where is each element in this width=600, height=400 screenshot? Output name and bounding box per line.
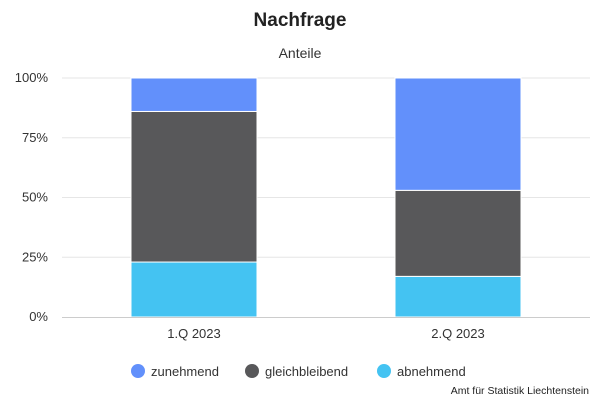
y-tick-label: 50% — [22, 190, 48, 205]
chart-credit[interactable]: Amt für Statistik Liechtenstein — [451, 385, 589, 397]
x-tick-label: 2.Q 2023 — [431, 326, 485, 341]
legend-marker — [245, 364, 259, 378]
legend-item-zunehmend[interactable]: zunehmend — [131, 364, 219, 379]
y-tick-label: 0% — [29, 309, 48, 324]
y-tick-label: 100% — [15, 70, 49, 85]
chart-subtitle: Anteile — [279, 45, 322, 61]
chart-title: Nachfrage — [254, 10, 347, 31]
bar-zunehmend-1[interactable] — [130, 77, 258, 112]
bar-gleichbleibend-2[interactable] — [394, 189, 522, 277]
legend[interactable]: zunehmend gleichbleibend abnehmend — [131, 364, 466, 379]
legend-item-gleichbleibend[interactable]: gleichbleibend — [245, 364, 348, 379]
legend-label: gleichbleibend — [265, 364, 348, 379]
x-axis: 1.Q 2023 2.Q 2023 — [62, 317, 590, 341]
legend-item-abnehmend[interactable]: abnehmend — [377, 364, 466, 379]
bar-abnehmend-2[interactable] — [394, 275, 522, 318]
legend-label: abnehmend — [397, 364, 466, 379]
y-tick-label: 75% — [22, 130, 48, 145]
legend-marker — [131, 364, 145, 378]
bar-gleichbleibend-1[interactable] — [130, 110, 258, 263]
y-axis: 0% 25% 50% 75% 100% — [15, 70, 49, 324]
legend-marker — [377, 364, 391, 378]
legend-label: zunehmend — [151, 364, 219, 379]
x-tick-label: 1.Q 2023 — [167, 326, 221, 341]
y-tick-label: 25% — [22, 249, 48, 264]
bar-abnehmend-1[interactable] — [130, 261, 258, 318]
bar-zunehmend-2[interactable] — [394, 77, 522, 191]
bars — [130, 77, 522, 318]
